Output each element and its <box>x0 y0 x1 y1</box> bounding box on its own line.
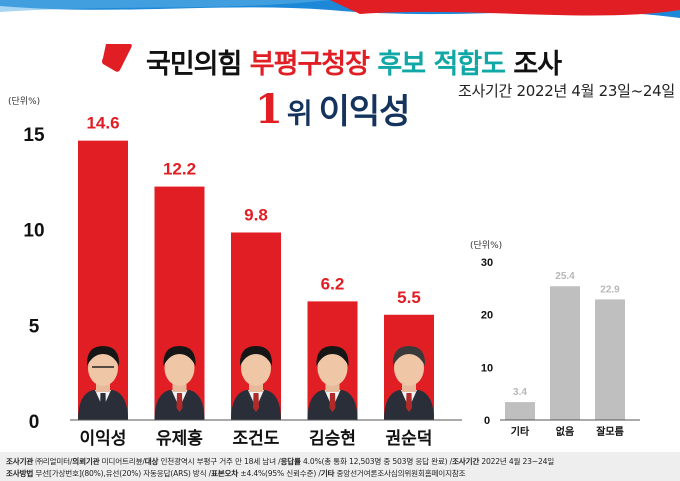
side-value-label: 22.9 <box>600 284 620 295</box>
main-value-label: 9.8 <box>244 205 268 224</box>
rank-name: 이익성 <box>318 92 411 132</box>
side-y-tick-label: 0 <box>484 415 490 427</box>
footer-value: ㈜리얼미터/ <box>33 457 73 466</box>
side-unit-label: (단위%) <box>470 241 503 251</box>
footer-line-1: 조사기관 ㈜리얼미터/의뢰기관 미디어트리뷴/대상 인천광역시 부평구 거주 만… <box>6 456 554 467</box>
title-topic: 후보 적합도 <box>377 49 506 80</box>
side-bar <box>550 286 580 420</box>
title-survey: 조사 <box>513 49 562 80</box>
main-value-label: 12.2 <box>163 160 196 179</box>
footer-value: 2022년 4월 23~24일 <box>479 457 555 466</box>
side-category-label: 기타 <box>511 425 530 438</box>
main-value-label: 6.2 <box>321 274 345 293</box>
title-office: 부평구청장 <box>249 49 370 80</box>
main-y-tick-label: 5 <box>29 316 40 337</box>
main-unit-label: (단위%) <box>8 97 41 107</box>
side-y-tick-label: 20 <box>481 310 493 322</box>
footer-key: 의뢰기관 <box>72 457 100 466</box>
candidate-photo <box>384 346 434 420</box>
footer-key: 조사방법 <box>6 469 34 478</box>
candidate-photo <box>231 346 281 420</box>
footer-value: ±4.4%(95% 신뢰수준) / <box>238 469 321 478</box>
footer-notes: 조사기관 ㈜리얼미터/의뢰기관 미디어트리뷴/대상 인천광역시 부평구 거주 만… <box>0 452 680 481</box>
main-y-tick-label: 10 <box>23 221 44 242</box>
side-category-label: 없음 <box>556 425 574 438</box>
footer-key: 기타 <box>320 469 335 478</box>
rank-number: 1 <box>255 86 283 133</box>
headline-rank: 1 위 이익성 <box>255 84 411 133</box>
side-y-tick-label: 10 <box>481 362 493 374</box>
main-y-tick-label: 15 <box>23 125 45 146</box>
footer-value: 중앙선거여론조사심의위원회홈페이지참조 <box>334 469 466 478</box>
footer-value: 4.0%(총 통화 12,503명 중 503명 응답 완료) / <box>300 457 453 466</box>
main-category-label: 권순덕 <box>386 429 433 449</box>
footer-value: 미디어트리뷴/ <box>99 457 145 466</box>
top-wave-decoration <box>0 0 680 18</box>
footer-key: 조사기관 <box>6 457 34 466</box>
footer-key: 조사기간 <box>452 457 480 466</box>
title-block: 국민의힘 부평구청장 후보 적합도 조사 <box>100 38 680 81</box>
side-y-tick-label: 30 <box>481 257 493 269</box>
footer-value: 무선[가상번호](80%),유선(20%) 자동응답(ARS) 방식 / <box>33 469 211 478</box>
footer-line-2: 조사방법 무선[가상번호](80%),유선(20%) 자동응답(ARS) 방식 … <box>6 468 466 479</box>
main-category-label: 유제홍 <box>156 428 203 449</box>
candidate-photo <box>78 346 128 420</box>
side-bar <box>505 402 535 420</box>
footer-value: 인천광역시 부평구 거주 만 18세 남녀 / <box>158 457 281 466</box>
main-category-label: 이익성 <box>80 429 127 449</box>
main-category-label: 김승현 <box>309 429 356 449</box>
chart-title: 국민의힘 부평구청장 후보 적합도 조사 <box>146 42 562 81</box>
footer-key: 응답률 <box>280 457 301 466</box>
candidate-photo <box>307 346 358 420</box>
main-value-label: 14.6 <box>86 114 119 133</box>
party-logo-icon <box>102 44 132 72</box>
main-y-tick-label: 0 <box>29 412 40 433</box>
footer-key: 표본오차 <box>210 469 239 478</box>
survey-period: 조사기간 2022년 4월 23일~24일 <box>458 82 675 100</box>
footer-key: 대상 <box>144 457 159 466</box>
side-value-label: 25.4 <box>555 271 575 282</box>
side-value-label: 3.4 <box>513 387 527 398</box>
main-value-label: 5.5 <box>397 288 421 307</box>
rank-unit: 위 <box>286 97 313 130</box>
title-party: 국민의힘 <box>146 49 242 80</box>
main-category-label: 조건도 <box>233 429 280 449</box>
side-bar <box>595 299 625 420</box>
side-category-label: 잘모름 <box>596 426 624 438</box>
candidate-photo <box>154 346 205 420</box>
